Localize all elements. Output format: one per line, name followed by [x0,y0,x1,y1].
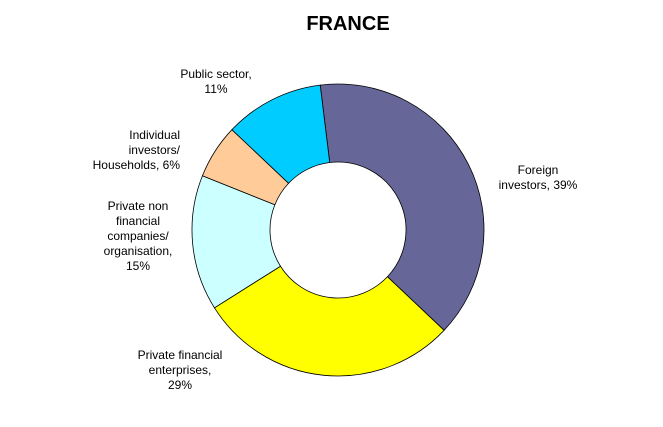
slice-label-line: 11% [204,82,227,96]
slice-label-line: Households, 6% [93,158,181,172]
slice-label-individual-investors-households: Individual investors/Households, 6% [93,128,181,172]
slice-label-line: Private non [108,199,169,213]
labels-group: Foreign investors, 39% Private financial en… [93,67,578,392]
slice-label-line: Foreign [518,163,559,177]
slice-label-line: Individual [129,128,180,142]
slice-label-line: Public sector, [180,67,251,81]
slice-label-line: companies/ [107,229,169,243]
slices-group [191,83,485,377]
slice-label-line: organisation, [104,244,173,258]
slice-label-line: 29% [168,378,192,392]
chart-title: FRANCE [306,13,389,35]
slice-label-line: investors/ [129,143,181,157]
slice-foreign-investors [319,83,485,331]
slice-label-line: investors, 39% [499,178,578,192]
slice-public-sector [231,84,331,184]
slice-label-public-sector: Public sector, 11% [180,67,251,96]
slice-label-line: financial [116,214,160,228]
slice-label-foreign-investors: Foreign investors, 39% [499,163,578,192]
slice-label-line: Private financial [138,348,223,362]
slice-label-line: enterprises, [149,363,212,377]
slice-private-financial-enterprises [213,265,445,377]
slice-label-line: 15% [126,259,150,273]
slice-label-private-non-financial-companies-organisation: Private non financial companies/organisati… [104,199,173,273]
slice-label-private-financial-enterprises: Private financial enterprises, 29% [138,348,223,392]
